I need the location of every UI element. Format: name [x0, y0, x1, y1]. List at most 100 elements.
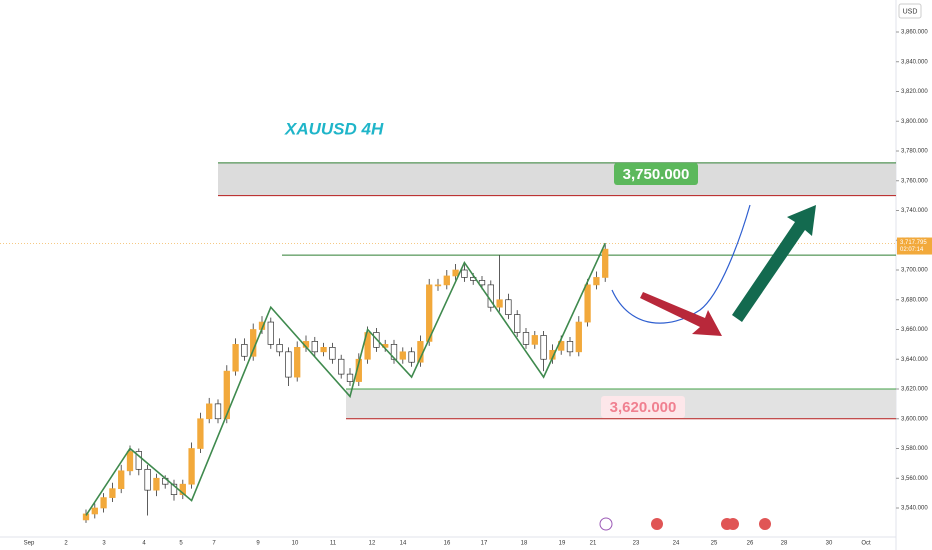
x-tick-label: 7	[212, 541, 216, 547]
candle-body	[399, 351, 406, 360]
y-tick-label: 3,700.000	[901, 268, 928, 274]
x-tick-label: 28	[781, 541, 788, 547]
candle-body	[232, 344, 239, 372]
candle-body	[355, 358, 362, 382]
last-price-box	[897, 237, 932, 255]
x-tick-label: 21	[590, 541, 597, 547]
candle-body	[118, 470, 125, 490]
event-icon	[727, 518, 739, 530]
x-tick-label: 12	[369, 541, 376, 547]
up-arrow	[732, 205, 816, 322]
candle-body	[135, 451, 142, 470]
candle-body	[179, 483, 186, 495]
candle-body	[109, 488, 116, 498]
y-tick-label: 3,580.000	[901, 446, 928, 452]
candle-body	[522, 332, 530, 345]
candle-body	[188, 448, 195, 485]
zone-label-box	[601, 396, 685, 418]
candle-body	[338, 358, 345, 375]
down-arrow	[640, 292, 722, 336]
y-tick-label: 3,820.000	[901, 89, 928, 95]
candle-body	[505, 299, 512, 315]
currency: USD	[903, 8, 918, 15]
candle-body	[294, 347, 301, 378]
event-icon	[651, 518, 663, 530]
x-tick-label: 25	[711, 541, 718, 547]
last-price-label: 3,717.795	[900, 240, 927, 246]
x-tick-label: Sep	[24, 541, 35, 547]
y-tick-label: 3,640.000	[901, 357, 928, 363]
projection-curve	[611, 204, 751, 324]
y-tick-label: 3,600.000	[901, 416, 928, 422]
x-tick-label: 17	[481, 541, 488, 547]
candle-body	[285, 351, 292, 378]
candle-body	[346, 373, 354, 382]
candle-body	[434, 284, 442, 287]
candle-body	[575, 321, 582, 353]
candle-body	[461, 269, 468, 278]
y-tick-label: 3,740.000	[901, 208, 928, 214]
candle-body	[197, 418, 204, 449]
currency-badge[interactable]	[898, 3, 922, 19]
zone-label-box	[614, 163, 698, 185]
y-tick-label: 3,660.000	[901, 327, 928, 333]
candle-body	[566, 341, 574, 353]
x-tick-label: 5	[179, 541, 183, 547]
x-tick-label: 18	[521, 541, 528, 547]
chart-title: XAUUSD 4H	[284, 119, 384, 138]
x-tick-label: 11	[330, 541, 337, 547]
candle-body	[311, 341, 318, 353]
y-tick-label: 3,540.000	[901, 506, 928, 512]
x-tick-label: 26	[747, 541, 754, 547]
candle-body	[540, 335, 547, 360]
candle-body	[443, 275, 450, 286]
countdown: 02:07:14	[900, 247, 924, 253]
candle-body	[214, 403, 222, 420]
x-tick-label: 30	[826, 541, 833, 547]
candle-body	[426, 284, 433, 342]
x-tick-label: Oct	[861, 541, 871, 547]
y-tick-label: 3,560.000	[901, 476, 928, 482]
event-icon	[599, 517, 613, 531]
x-tick-label: 14	[400, 541, 407, 547]
candle-body	[320, 347, 327, 353]
candle-body	[593, 277, 600, 286]
event-icon	[759, 518, 771, 530]
candle-body	[170, 483, 178, 495]
candle-body	[206, 403, 213, 420]
y-tick-label: 3,620.000	[901, 387, 928, 393]
x-tick-label: 10	[292, 541, 299, 547]
candle-body	[276, 344, 283, 353]
candle-body	[531, 335, 538, 345]
x-tick-label: 9	[256, 541, 260, 547]
candle-body	[91, 507, 98, 515]
candle-body	[584, 284, 591, 323]
candle-body	[408, 351, 415, 363]
event-icons	[599, 517, 771, 531]
x-tick-label: 2	[64, 541, 68, 547]
x-tick-label: 23	[633, 541, 640, 547]
y-tick-label: 3,760.000	[901, 178, 928, 184]
zone-label: 3,620.000	[610, 399, 677, 416]
zone	[218, 162, 896, 196]
x-tick-label: 16	[444, 541, 451, 547]
y-tick-label: 3,680.000	[901, 297, 928, 303]
x-tick-label: 3	[102, 541, 106, 547]
candle-body	[223, 370, 230, 420]
candle-body	[496, 299, 503, 308]
y-tick-label: 3,780.000	[901, 149, 928, 155]
x-tick-label: 4	[142, 541, 146, 547]
candle-body	[602, 248, 609, 278]
candle-body	[241, 344, 248, 357]
zigzag-line	[85, 242, 606, 516]
candle-body	[126, 451, 134, 472]
zone-label: 3,750.000	[623, 166, 690, 183]
y-tick-label: 3,840.000	[901, 59, 928, 65]
candle-body	[514, 314, 521, 333]
candle-body	[153, 477, 160, 491]
candle-body	[267, 321, 274, 345]
candle-body	[100, 497, 107, 509]
x-tick-label: 24	[673, 541, 680, 547]
candle-body	[452, 269, 459, 277]
